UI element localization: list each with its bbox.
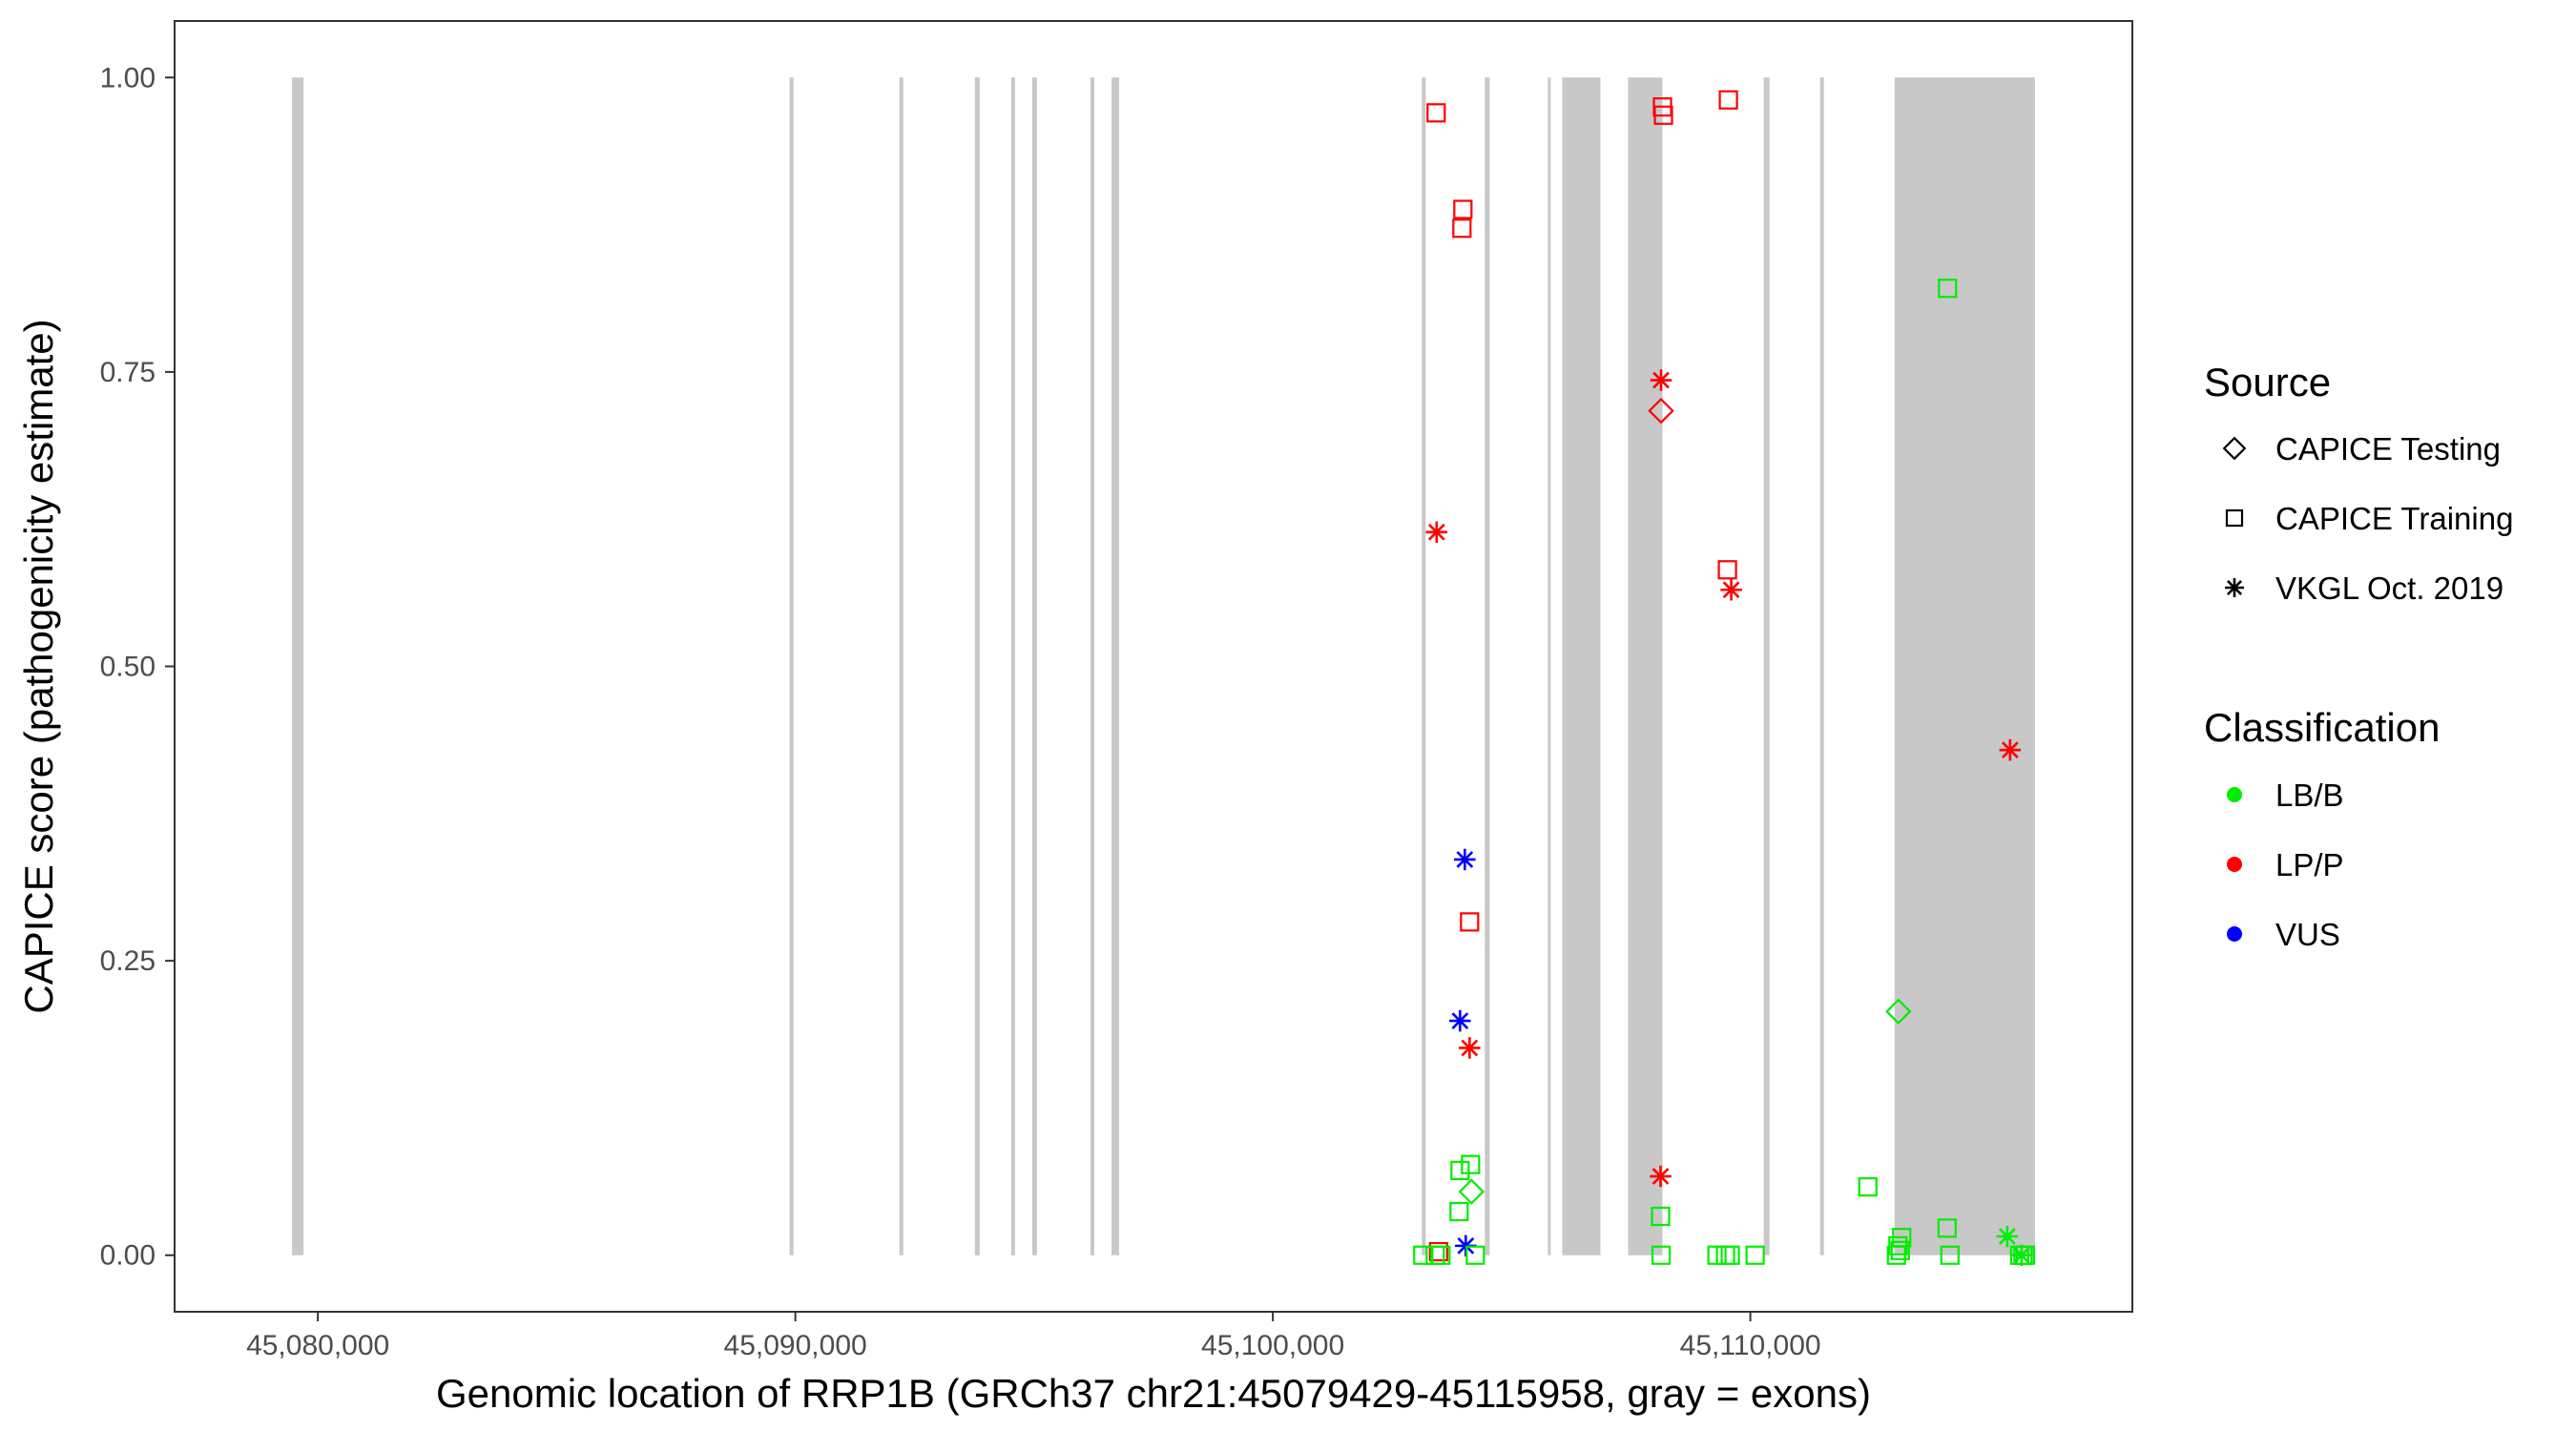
legend-classification-item: VUS [2227,917,2340,952]
legend-classification-item: LB/B [2227,778,2344,813]
data-point [1454,848,1476,871]
data-point [1720,1245,1740,1265]
legend-classification-items: LB/B LP/P VUS [2227,778,2344,952]
data-point [1425,521,1448,544]
plot-panel-border [174,20,2133,1313]
data-point [1999,738,2022,761]
legend-classification-item: LP/P [2227,847,2344,882]
y-tick-label: 0.25 [100,945,156,977]
data-point [1996,1225,2019,1248]
data-point [1940,1245,1960,1265]
y-tick-label: 0.75 [100,357,156,388]
data-point [1720,579,1742,601]
legend-source-label: CAPICE Testing [2275,431,2501,467]
y-tick-label: 1.00 [100,62,156,93]
exon-band [1628,77,1663,1255]
x-axis: 45,080,000 45,090,000 45,100,000 45,110,000 [246,1312,1821,1361]
exon-band [1010,77,1015,1255]
data-point [1428,1241,1448,1262]
exon-band [899,77,904,1255]
data-point [1465,1245,1485,1265]
data-point [2225,508,2244,528]
exon-band [1819,77,1824,1255]
data-point [1717,560,1737,580]
x-axis-title: Genomic location of RRP1B (GRCh37 chr21:… [436,1371,1871,1416]
x-tick-label: 45,090,000 [724,1330,867,1361]
legend-source-item: CAPICE Training [2225,501,2513,536]
data-point [1718,90,1738,110]
data-point [1459,1037,1481,1059]
data-point [1449,1201,1469,1222]
data-point [1938,279,1958,299]
legend-source-title: Source [2204,360,2331,404]
data-point [1648,397,1674,425]
data-point [1452,218,1472,238]
exon-band [1548,77,1551,1255]
y-axis-title: CAPICE score (pathogenicity estimate) [16,319,61,1013]
data-point [1650,369,1672,391]
data-points [1413,90,2035,1266]
x-tick-label: 45,080,000 [246,1330,389,1361]
legend-source-label: VKGL Oct. 2019 [2275,570,2503,606]
legend-source-item: CAPICE Testing [2222,431,2501,467]
data-point [1885,998,1912,1025]
data-point [1650,1165,1672,1188]
legend: Source CAPICE Testing CAPICE Training VKGL… [2204,360,2513,952]
data-point [1890,1240,1910,1260]
exon-band [292,77,304,1255]
data-point [1858,1177,1878,1197]
legend-source-label: CAPICE Training [2275,501,2513,536]
exon-band [1894,77,2035,1255]
exon-band [1422,77,1426,1255]
data-point [2225,578,2244,597]
data-point [2222,436,2247,461]
data-point [1450,1160,1470,1180]
legend-classification-title: Classification [2204,705,2440,750]
data-point [2227,787,2242,802]
exon-band [1562,77,1601,1255]
exon-band [1111,77,1119,1255]
legend-source-items: CAPICE Testing CAPICE Training VKGL Oct. 2… [2222,431,2513,606]
legend-classification-label: LP/P [2275,847,2344,882]
exon-band [1763,77,1770,1255]
data-point [1886,1245,1906,1265]
legend-source-item: VKGL Oct. 2019 [2225,570,2503,606]
data-point [1426,103,1446,123]
data-point [1651,1206,1671,1227]
data-point [1460,912,1480,932]
data-point [1745,1245,1765,1265]
legend-classification-label: VUS [2275,917,2340,952]
data-point [1431,1245,1451,1265]
y-axis: 0.00 0.25 0.50 0.75 1.00 [100,62,175,1272]
data-point [1653,105,1673,125]
exon-band [1090,77,1094,1255]
y-tick-label: 0.00 [100,1240,156,1272]
x-tick-label: 45,100,000 [1201,1330,1344,1361]
data-point [1453,199,1473,219]
data-point [1458,1178,1485,1205]
exon-band [1485,77,1490,1255]
exon-band [789,77,794,1255]
legend-classification-label: LB/B [2275,778,2344,813]
exon-bands [292,77,2035,1255]
data-point [1651,1245,1672,1265]
data-point [1937,1218,1957,1238]
exon-band [1031,77,1037,1255]
x-tick-label: 45,110,000 [1680,1330,1821,1361]
exon-band [974,77,980,1255]
data-point [1449,1009,1471,1032]
data-point [1461,1154,1481,1174]
data-point [2227,926,2242,942]
y-tick-label: 0.50 [100,652,156,683]
data-point [2010,1244,2033,1266]
data-point [2227,857,2242,872]
